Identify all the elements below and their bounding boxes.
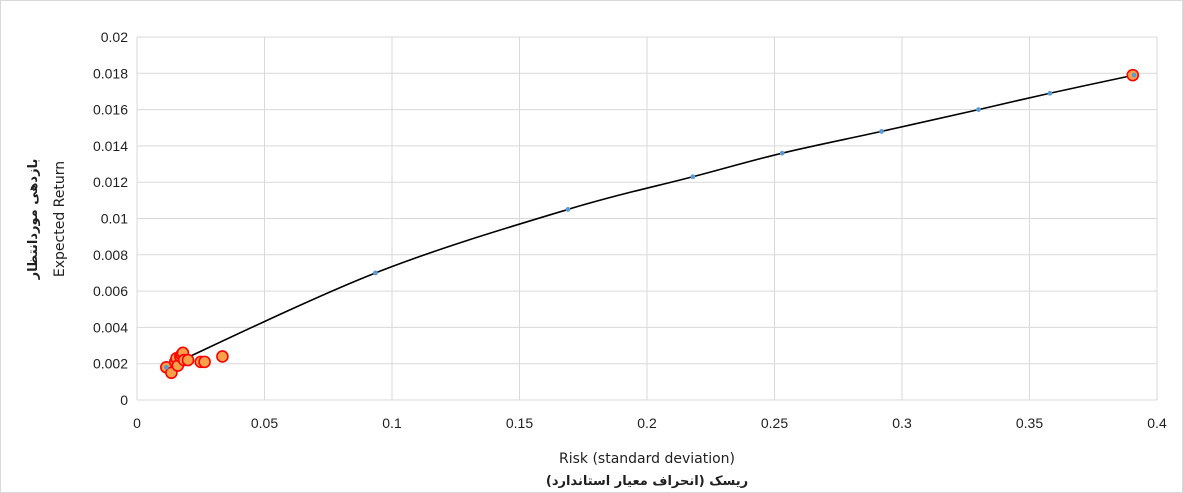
y-tick-label: 0.002 bbox=[93, 356, 128, 372]
frontier-point bbox=[1047, 90, 1053, 96]
frontier-point bbox=[879, 128, 884, 134]
frontier-point bbox=[690, 174, 696, 180]
asset-point bbox=[181, 353, 195, 367]
x-axis-title: Risk (standard deviation) bbox=[559, 451, 735, 467]
gridlines bbox=[136, 36, 1158, 401]
y-tick-label: 0.006 bbox=[93, 283, 128, 299]
y-axis-title-secondary: بازدهی موردانتظار bbox=[26, 159, 41, 281]
y-tick-label: 0.02 bbox=[101, 29, 128, 45]
frontier-point bbox=[976, 107, 981, 112]
x-tick-label: 0.4 bbox=[1147, 415, 1167, 431]
x-tick-label: 0.25 bbox=[761, 415, 788, 431]
asset-point bbox=[198, 355, 211, 369]
x-tick-label: 0.15 bbox=[506, 415, 533, 431]
series bbox=[160, 68, 1140, 380]
y-tick-label: 0.012 bbox=[93, 174, 128, 190]
asset-point bbox=[216, 350, 229, 363]
y-tick-label: 0.004 bbox=[93, 319, 128, 335]
frontier-point bbox=[565, 207, 571, 212]
x-axis-title-secondary: ریسک (انحراف معیار استاندارد) bbox=[546, 474, 748, 489]
x-tick-label: 0.1 bbox=[382, 415, 402, 431]
x-tick-label: 0 bbox=[133, 415, 141, 431]
frontier-point bbox=[163, 364, 169, 370]
x-tick-label: 0.2 bbox=[637, 415, 657, 431]
frontier-point bbox=[1131, 72, 1137, 78]
x-tick-label: 0.05 bbox=[251, 415, 278, 431]
axes: 0 0.002 0.004 0.006 0.008 0.01 0.012 0.014 0.016… bbox=[93, 29, 1167, 431]
frontier-point bbox=[373, 270, 378, 276]
y-tick-label: 0.01 bbox=[101, 211, 128, 227]
x-tick-label: 0.35 bbox=[1016, 415, 1043, 431]
y-tick-label: 0.018 bbox=[93, 65, 128, 81]
x-tick-label: 0.3 bbox=[892, 415, 912, 431]
y-axis-title: Expected Return bbox=[52, 161, 68, 277]
y-tick-label: 0.014 bbox=[93, 138, 128, 154]
frontier-line bbox=[165, 74, 1135, 369]
y-tick-label: 0 bbox=[120, 392, 128, 408]
y-tick-label: 0.016 bbox=[93, 102, 128, 118]
y-tick-label: 0.008 bbox=[93, 247, 128, 263]
frontier-point bbox=[779, 150, 785, 156]
